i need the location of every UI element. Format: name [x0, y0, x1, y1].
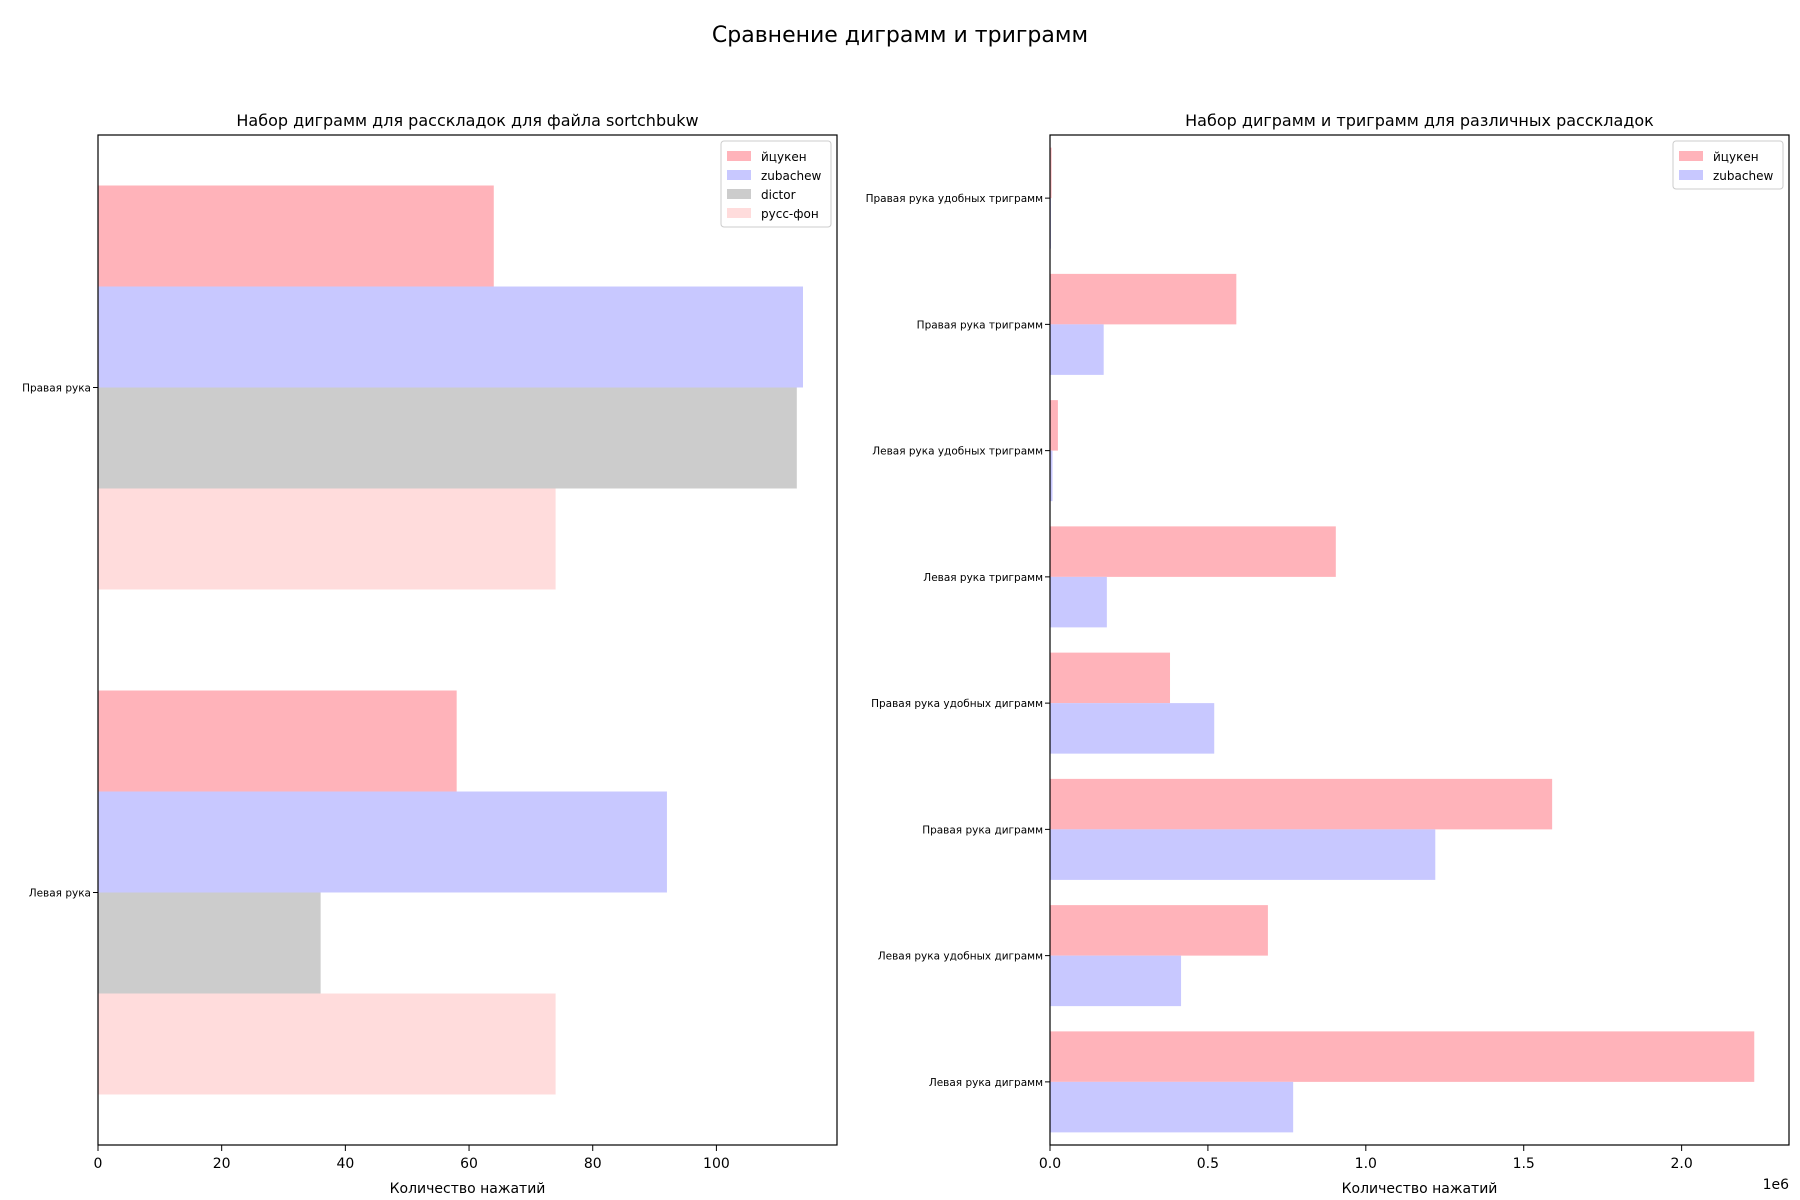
x-tick-label: 0.0: [1039, 1156, 1061, 1172]
y-tick-label: Правая рука удобных триграмм: [866, 193, 1043, 205]
bar-zubachew-5: [1050, 576, 1107, 628]
y-tick-label: Левая рука диграмм: [929, 1077, 1043, 1089]
bar-йцукен-2: [1050, 905, 1268, 956]
bar-йцукен-5: [1050, 526, 1336, 577]
x-tick-label: 80: [584, 1156, 602, 1172]
bar-йцукен-1: [1050, 1031, 1755, 1082]
legend-label: zubachew: [1713, 169, 1773, 183]
axes-frame: [1049, 134, 1790, 1146]
bar-zubachew-2: [98, 286, 803, 388]
bar-йцукен-1: [98, 690, 457, 792]
y-tick-label: Левая рука триграмм: [923, 572, 1043, 584]
bar-dictor-1: [98, 892, 321, 994]
legend-label: zubachew: [761, 169, 821, 183]
legend-label: йцукен: [761, 150, 807, 164]
figure-title: Сравнение диграмм и триграмм: [712, 23, 1088, 48]
legend-swatch: [727, 189, 751, 199]
legend-swatch: [1679, 151, 1703, 161]
axes-title: Набор диграмм и триграмм для различных р…: [1185, 111, 1654, 130]
legend-box: [720, 140, 832, 228]
x-tick-label: 0: [94, 1156, 103, 1172]
y-tick-label: Левая рука: [29, 888, 91, 900]
bar-йцукен-7: [1050, 273, 1237, 325]
y-tick-label: Правая рука: [22, 383, 91, 395]
legend: йцукен zubachew dictor русс-фон: [720, 140, 832, 228]
axes-title: Набор диграмм для рассклaдок для файла s…: [236, 111, 698, 130]
legend-swatch: [727, 170, 751, 180]
x-tick-label: 100: [703, 1156, 730, 1172]
bar-йцукен-3: [1050, 778, 1553, 830]
bar-zubachew-3: [1050, 829, 1436, 880]
bar-русс-фон-1: [98, 993, 556, 1095]
legend: йцукен zubachew: [1672, 140, 1784, 190]
chart-right: Левая рука диграмм Левая рука удобных диг…: [866, 111, 1790, 1197]
bar-zubachew-1: [1050, 1081, 1294, 1133]
y-tick-label: Правая рука диграмм: [922, 824, 1043, 836]
bar-zubachew-1: [98, 791, 667, 893]
x-axis-label: Количество нажатий: [390, 1181, 546, 1197]
legend-label: dictor: [761, 188, 796, 202]
bar-zubachew-2: [1050, 955, 1182, 1007]
bar-zubachew-4: [1050, 703, 1215, 754]
x-tick-label: 2.0: [1670, 1156, 1692, 1172]
bar-русс-фон-2: [98, 488, 556, 590]
x-tick-label: 0.5: [1197, 1156, 1219, 1172]
bar-dictor-2: [98, 387, 797, 489]
bar-йцукен-4: [1050, 652, 1171, 704]
x-axis-label: Количество нажатий: [1342, 1181, 1498, 1197]
bar-йцукен-6: [1050, 400, 1058, 451]
bar-йцукен-2: [98, 185, 494, 287]
legend-label: йцукен: [1713, 150, 1759, 164]
x-offset-label: 1e6: [1763, 1177, 1790, 1193]
x-tick-label: 20: [213, 1156, 231, 1172]
y-tick-label: Левая рука удобных триграмм: [872, 446, 1043, 458]
x-tick-label: 1.5: [1513, 1156, 1535, 1172]
legend-swatch: [727, 151, 751, 161]
bar-zubachew-7: [1050, 324, 1104, 375]
x-tick-label: 40: [336, 1156, 354, 1172]
legend-swatch: [727, 208, 751, 218]
axes-frame: [97, 134, 838, 1146]
chart-left: Левая рука Правая рука 0 20 40 60 80 100 Количес…: [22, 111, 838, 1197]
bar-zubachew-6: [1050, 450, 1053, 502]
y-tick-label: Правая рука триграмм: [917, 319, 1043, 331]
x-tick-label: 1.0: [1355, 1156, 1377, 1172]
x-tick-label: 60: [460, 1156, 478, 1172]
y-tick-label: Правая рука удобных диграмм: [871, 698, 1043, 710]
legend-label: русс-фон: [761, 207, 819, 221]
y-tick-label: Левая рука удобных диграмм: [878, 951, 1043, 963]
legend-swatch: [1679, 170, 1703, 180]
bar-йцукен-8: [1050, 147, 1052, 199]
